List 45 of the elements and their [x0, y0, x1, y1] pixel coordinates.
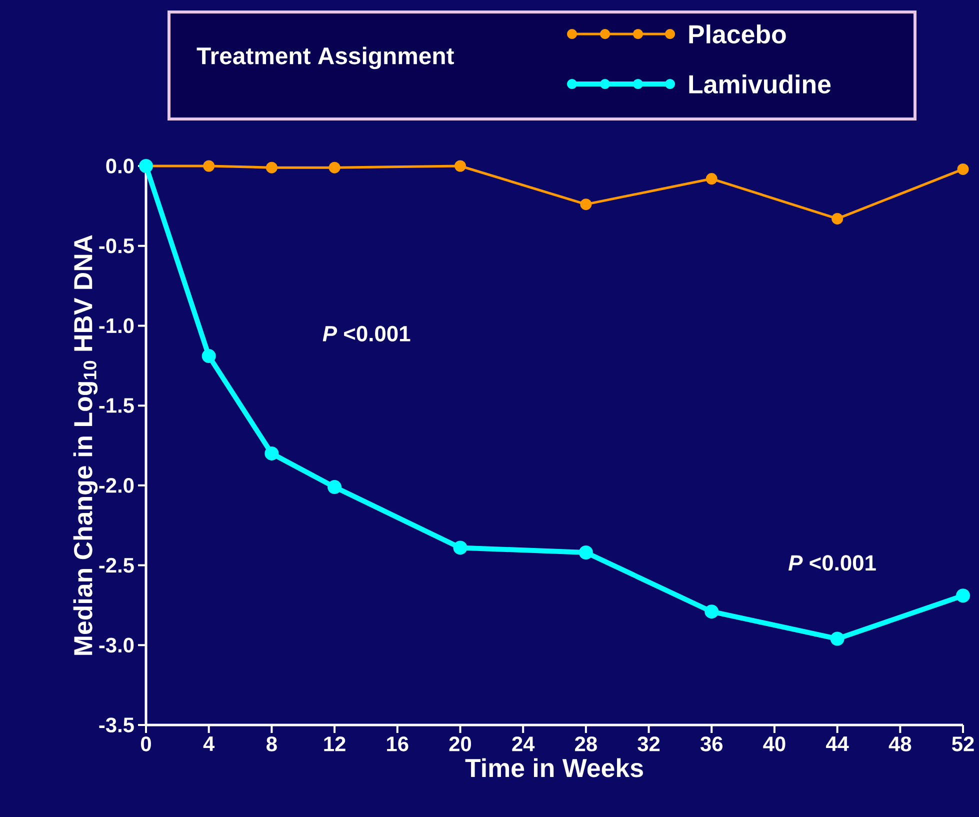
- x-tick-label: 28: [575, 736, 597, 752]
- point: [264, 446, 279, 460]
- x-tick-label: 20: [449, 736, 472, 752]
- x-tick-label: 32: [638, 736, 660, 752]
- y-tick-label: -2.0: [99, 478, 134, 493]
- x-tick-label: 8: [266, 736, 277, 752]
- legend-label: Lamivudine: [689, 74, 831, 94]
- x-tick-label: 16: [387, 736, 408, 752]
- point: [580, 198, 592, 210]
- x-tick-label: 4: [203, 736, 215, 751]
- point: [832, 212, 844, 224]
- x-tick-label: 44: [826, 736, 849, 751]
- point: [578, 546, 593, 560]
- point: [328, 162, 340, 174]
- x-tick-label: 52: [952, 736, 974, 752]
- point: [203, 160, 215, 172]
- x-tick-label: 40: [763, 736, 786, 752]
- y-tick-label: -3.5: [99, 718, 134, 732]
- point: [266, 162, 278, 174]
- x-tick-label: 48: [888, 736, 912, 752]
- legend-label: Placebo: [689, 24, 786, 44]
- y-tick-label: -3.0: [99, 638, 134, 653]
- point: [706, 173, 718, 185]
- point: [830, 632, 844, 646]
- x-tick-label: 12: [324, 736, 346, 752]
- y-tick-label: -0.5: [99, 238, 134, 254]
- x-tick-label: 0: [141, 736, 151, 752]
- annotation: P <0.001: [788, 555, 876, 571]
- point: [956, 588, 970, 603]
- annotation: P <0.001: [322, 326, 410, 342]
- y-tick-label: -1.0: [99, 318, 134, 334]
- y-tick-label: -2.5: [99, 558, 134, 573]
- point: [454, 160, 466, 172]
- point: [328, 480, 342, 494]
- point: [202, 349, 216, 364]
- x-tick-label: 24: [512, 736, 535, 752]
- x-tick-label: 36: [700, 736, 722, 752]
- y-tick-label: -1.5: [99, 398, 134, 413]
- point: [453, 540, 468, 555]
- y-axis-title: Median Change in Log$_{10}$ HBV DNA: [73, 235, 98, 655]
- x-axis-title: Time in Weeks: [465, 758, 643, 778]
- point: [704, 604, 719, 619]
- legend-title: Treatment Assignment: [196, 46, 454, 70]
- point: [957, 163, 969, 175]
- y-tick-label: 0.0: [106, 158, 134, 174]
